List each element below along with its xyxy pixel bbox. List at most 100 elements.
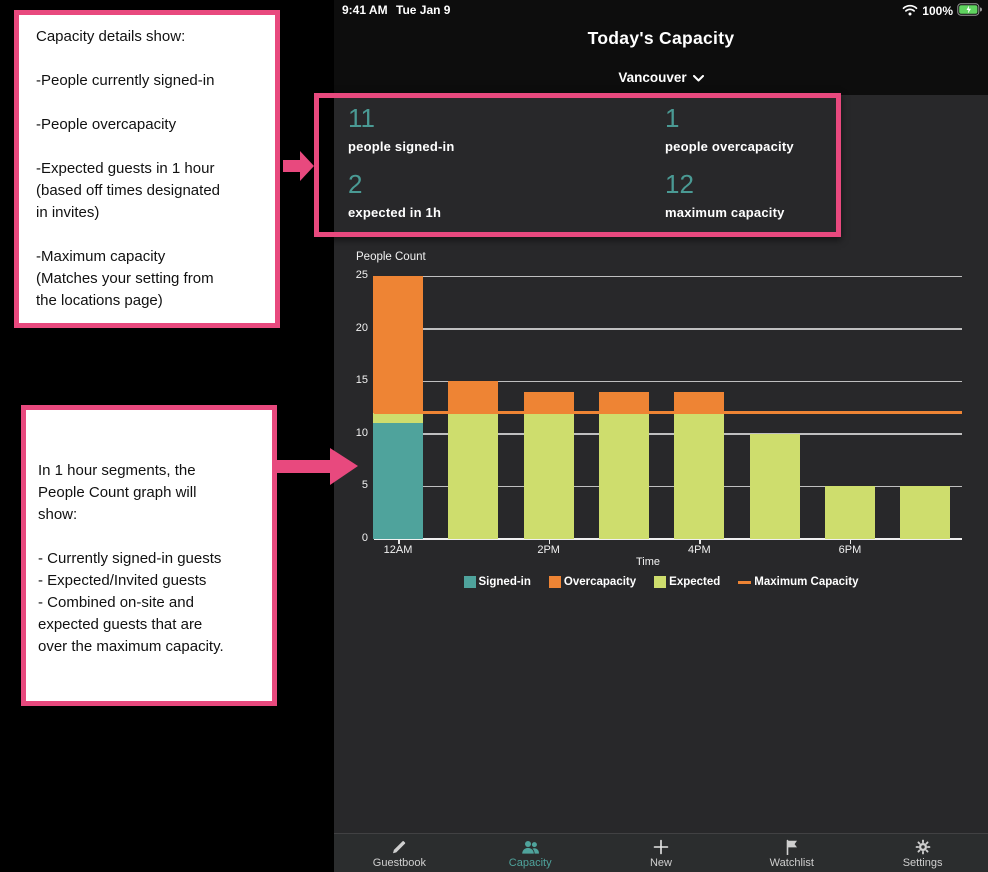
tab-settings[interactable]: Settings: [857, 834, 988, 872]
chart-plot-area: [373, 275, 962, 540]
wifi-icon: [902, 4, 918, 19]
bar-segment-expected: [900, 486, 951, 539]
x-tick-mark: [548, 540, 551, 544]
stat-value: 12: [665, 169, 694, 199]
y-tick-label: 15: [355, 374, 368, 387]
callout-line: - Expected/Invited guests: [38, 572, 207, 589]
bar-segment-expected: [824, 486, 875, 539]
x-tick-label: 2PM: [537, 544, 560, 556]
stat-label: maximum capacity: [665, 205, 785, 220]
callout-line: the locations page): [36, 292, 163, 309]
people-icon: [521, 839, 540, 855]
location-selector[interactable]: Vancouver: [334, 70, 988, 85]
callout-graph-explanation: In 1 hour segments, the People Count grap…: [21, 405, 277, 706]
bar-segment-overcapacity: [448, 381, 499, 413]
app-screenshot: 9:41 AM Tue Jan 9 100%: [334, 0, 988, 872]
maximum-capacity-line: [374, 410, 962, 414]
callout-paragraph: In 1 hour segments, the People Count grap…: [38, 460, 266, 526]
status-time: 9:41 AM: [342, 3, 388, 17]
callout-paragraph: -People overcapacity: [36, 114, 265, 136]
gridline: [374, 380, 962, 383]
callout-line: (based off times designated: [36, 182, 221, 199]
y-tick-label: 10: [355, 426, 368, 439]
location-label: Vancouver: [618, 70, 687, 85]
callout-paragraph: -People currently signed-in: [36, 70, 265, 92]
battery-charging-icon: [957, 3, 982, 19]
flag-icon: [785, 839, 799, 855]
callout-paragraph: - Currently signed-in guests - Expected/I…: [38, 548, 266, 658]
tab-capacity[interactable]: Capacity: [465, 834, 596, 872]
legend-item: Overcapacity: [548, 576, 637, 588]
tab-bar: Guestbook Capacity New: [334, 833, 988, 872]
bar-segment-expected: [749, 433, 800, 539]
x-tick-label: 12AM: [383, 544, 413, 556]
stat-label: people signed-in: [348, 139, 455, 154]
x-tick-label: 6PM: [838, 544, 862, 556]
gear-icon: [915, 839, 931, 855]
legend-swatch: [654, 576, 667, 588]
callout-line: - Combined on-site and: [38, 594, 194, 611]
callout-paragraph: -Maximum capacity (Matches your setting f…: [36, 246, 265, 312]
x-axis-line: [374, 538, 962, 540]
app-header: 9:41 AM Tue Jan 9 100%: [334, 0, 988, 95]
tab-guestbook[interactable]: Guestbook: [334, 834, 465, 872]
bar-segment-overcapacity: [523, 391, 574, 413]
y-tick-label: 20: [355, 321, 368, 334]
bar-segment-overcapacity: [674, 391, 725, 413]
gridline: [374, 275, 962, 277]
tab-watchlist[interactable]: Watchlist: [726, 834, 857, 872]
tab-label: Guestbook: [372, 857, 426, 869]
callout-capacity-details: Capacity details show: -People currently …: [14, 10, 280, 328]
x-tick-mark: [849, 540, 852, 544]
legend-item: Maximum Capacity: [738, 576, 858, 588]
callout-line: Capacity details show:: [36, 28, 186, 45]
callout-paragraph: Capacity details show:: [36, 26, 265, 48]
legend-label: Maximum Capacity: [754, 576, 859, 588]
callout-line: expected guests that are: [38, 616, 203, 633]
battery-percent: 100%: [922, 4, 953, 18]
bar-segment-overcapacity: [373, 276, 423, 413]
stat-label: expected in 1h: [348, 205, 442, 220]
status-bar: 9:41 AM Tue Jan 9 100%: [334, 0, 988, 20]
callout-line: -People overcapacity: [36, 116, 177, 133]
callout-line: (Matches your setting from: [36, 270, 214, 287]
callout-line: show:: [38, 506, 78, 523]
y-tick-label: 0: [361, 532, 368, 544]
bar-segment-expected: [373, 412, 423, 424]
status-date: Tue Jan 9: [396, 3, 451, 17]
legend-item: Expected: [654, 576, 720, 588]
legend-label: Overcapacity: [563, 576, 637, 588]
chart-title: People Count: [356, 251, 426, 263]
stat-people-signed-in: 11 people signed-in: [348, 104, 454, 154]
tab-label: New: [649, 857, 672, 869]
legend-swatch: [548, 576, 561, 588]
bar-segment-expected: [674, 412, 725, 539]
x-tick-label: 4PM: [688, 544, 711, 556]
stat-label: people overcapacity: [665, 139, 794, 154]
page-title: Today's Capacity: [587, 28, 735, 48]
x-axis-title: Time: [635, 556, 661, 568]
callout-line: over the maximum capacity.: [38, 638, 224, 655]
chevron-down-icon: [692, 70, 704, 85]
tab-new[interactable]: New: [596, 834, 727, 872]
stat-people-overcapacity: 1 people overcapacity: [665, 104, 794, 154]
people-count-chart: People Count 0 5 10 15 20 25 12AM 2PM 4PM 6PM Ti…: [334, 245, 988, 607]
y-tick-label: 25: [355, 269, 368, 281]
arrow-right-icon: [277, 448, 358, 485]
arrow-right-icon: [283, 151, 314, 181]
legend-swatch: [463, 576, 476, 588]
bar-segment-expected: [448, 412, 499, 539]
x-tick-mark: [699, 540, 701, 544]
stats-highlight-box: [314, 93, 841, 237]
tab-label: Settings: [902, 857, 943, 869]
callout-paragraph: -Expected guests in 1 hour (based off tim…: [36, 158, 265, 224]
gridline: [374, 485, 962, 488]
stat-maximum-capacity: 12 maximum capacity: [665, 170, 785, 220]
callout-line: in invites): [36, 204, 100, 221]
legend-swatch: [738, 580, 752, 584]
gridline: [374, 328, 962, 330]
stat-value: 2: [348, 169, 363, 199]
bar-segment-overcapacity: [598, 391, 649, 413]
legend-item: Signed-in: [463, 576, 531, 588]
